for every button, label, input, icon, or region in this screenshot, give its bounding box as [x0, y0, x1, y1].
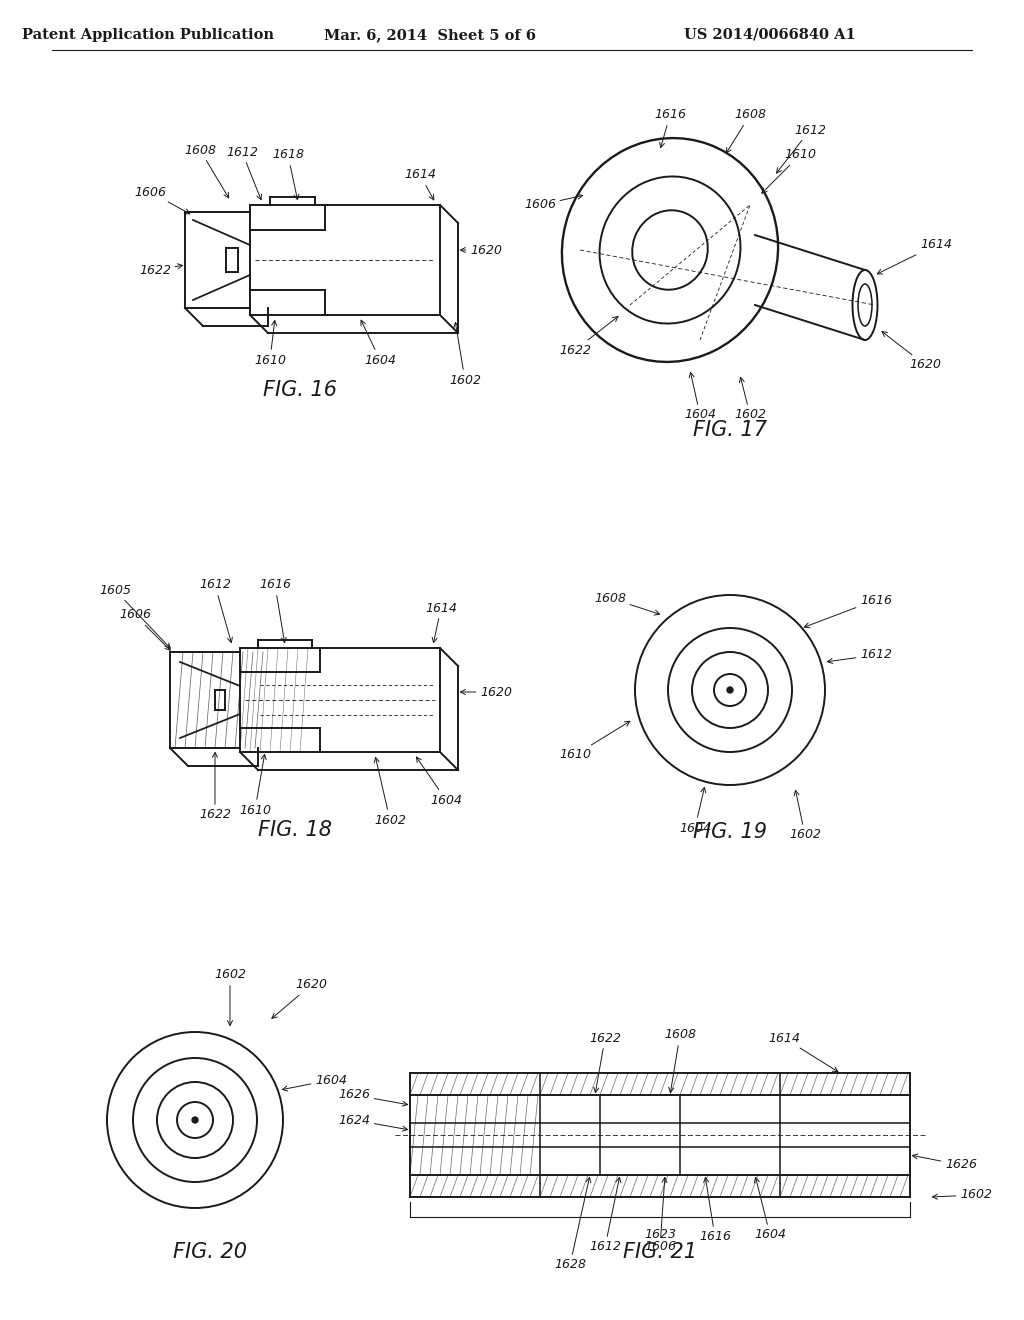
- Text: 1616: 1616: [699, 1177, 731, 1243]
- Text: 1608: 1608: [594, 591, 659, 615]
- Text: 1606: 1606: [134, 186, 189, 214]
- Circle shape: [193, 1117, 198, 1123]
- Text: 1602: 1602: [374, 758, 406, 826]
- Text: Mar. 6, 2014  Sheet 5 of 6: Mar. 6, 2014 Sheet 5 of 6: [324, 28, 536, 42]
- Text: 1614: 1614: [768, 1031, 838, 1072]
- Text: 1604: 1604: [283, 1073, 347, 1092]
- Text: 1610: 1610: [559, 721, 630, 762]
- Text: 1622: 1622: [559, 317, 618, 356]
- Text: 1606: 1606: [524, 194, 583, 211]
- Text: 1604: 1604: [754, 1177, 786, 1242]
- Text: 1605: 1605: [99, 583, 170, 648]
- Text: 1612: 1612: [226, 145, 261, 199]
- Text: 1623: 1623: [644, 1229, 676, 1242]
- Text: 1620: 1620: [461, 243, 502, 256]
- Text: FIG. 19: FIG. 19: [693, 822, 767, 842]
- Text: 1620: 1620: [461, 685, 512, 698]
- Text: FIG. 21: FIG. 21: [623, 1242, 697, 1262]
- Text: 1606: 1606: [119, 609, 170, 651]
- Text: 1602: 1602: [734, 378, 766, 421]
- Text: 1610: 1610: [239, 755, 271, 817]
- Text: 1628: 1628: [554, 1177, 591, 1271]
- Text: 1612: 1612: [776, 124, 826, 173]
- Text: 1606: 1606: [644, 1177, 676, 1254]
- Text: 1614: 1614: [878, 239, 952, 275]
- Text: 1608: 1608: [664, 1028, 696, 1093]
- Text: FIG. 17: FIG. 17: [693, 420, 767, 440]
- Text: 1604: 1604: [417, 758, 462, 807]
- Text: 1602: 1602: [790, 791, 821, 842]
- Text: 1612: 1612: [589, 1177, 621, 1254]
- Text: 1614: 1614: [404, 169, 436, 199]
- Text: 1608: 1608: [184, 144, 228, 198]
- Text: 1604: 1604: [360, 321, 396, 367]
- Text: 1602: 1602: [214, 969, 246, 1026]
- Text: 1604: 1604: [684, 372, 716, 421]
- Text: 1604: 1604: [679, 788, 711, 834]
- Text: 1620: 1620: [882, 331, 941, 371]
- Text: 1608: 1608: [726, 108, 766, 153]
- Text: 1622: 1622: [199, 752, 231, 821]
- Text: 1626: 1626: [338, 1089, 408, 1106]
- Text: 1622: 1622: [589, 1031, 621, 1093]
- Text: 1610: 1610: [762, 149, 816, 193]
- Circle shape: [727, 686, 733, 693]
- Text: FIG. 16: FIG. 16: [263, 380, 337, 400]
- Text: 1602: 1602: [933, 1188, 992, 1201]
- Text: 1614: 1614: [425, 602, 457, 643]
- Text: 1620: 1620: [272, 978, 327, 1019]
- Text: FIG. 20: FIG. 20: [173, 1242, 247, 1262]
- Text: 1612: 1612: [827, 648, 892, 664]
- Text: 1622: 1622: [139, 264, 182, 276]
- Text: Patent Application Publication: Patent Application Publication: [22, 28, 274, 42]
- Text: 1610: 1610: [254, 321, 286, 367]
- Text: 1602: 1602: [449, 322, 481, 387]
- Text: 1624: 1624: [338, 1114, 408, 1131]
- Text: 1618: 1618: [272, 149, 304, 199]
- Text: 1616: 1616: [654, 108, 686, 148]
- Text: 1616: 1616: [804, 594, 892, 628]
- Text: US 2014/0066840 A1: US 2014/0066840 A1: [684, 28, 856, 42]
- Text: FIG. 18: FIG. 18: [258, 820, 332, 840]
- Text: 1612: 1612: [199, 578, 232, 643]
- Text: 1626: 1626: [912, 1154, 977, 1172]
- Text: 1616: 1616: [259, 578, 291, 643]
